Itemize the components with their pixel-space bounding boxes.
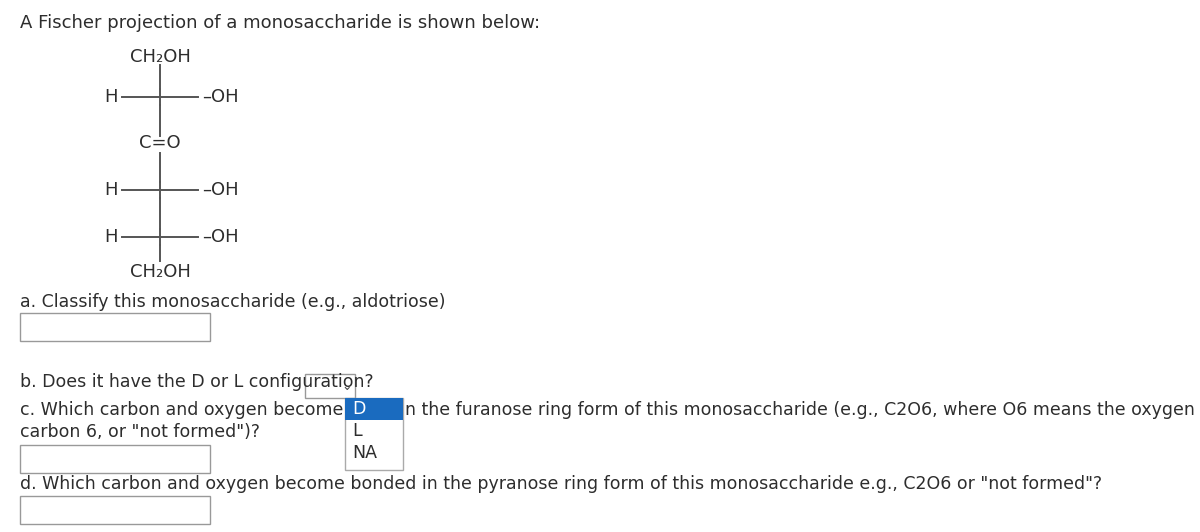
Text: H: H	[104, 88, 118, 106]
Text: CH₂OH: CH₂OH	[130, 263, 191, 281]
Text: n the furanose ring form of this monosaccharide (e.g., C2O6, where O6 means the : n the furanose ring form of this monosac…	[406, 401, 1200, 419]
Text: d. Which carbon and oxygen become bonded in the pyranose ring form of this monos: d. Which carbon and oxygen become bonded…	[20, 475, 1102, 493]
Bar	[346, 398, 403, 420]
Text: C=O: C=O	[139, 134, 181, 152]
Bar	[305, 374, 355, 398]
Text: c. Which carbon and oxygen become bon: c. Which carbon and oxygen become bon	[20, 401, 382, 419]
Text: D: D	[352, 400, 365, 418]
Text: –OH: –OH	[202, 88, 239, 106]
Text: b. Does it have the D or L configuration?: b. Does it have the D or L configuration…	[20, 373, 373, 391]
Text: –OH: –OH	[202, 181, 239, 199]
Text: carbon 6, or "not formed")?: carbon 6, or "not formed")?	[20, 423, 260, 441]
Bar	[20, 496, 210, 524]
Text: H: H	[104, 181, 118, 199]
Text: L: L	[352, 422, 361, 440]
Bar	[20, 445, 210, 473]
Text: CH₂OH: CH₂OH	[130, 48, 191, 66]
Bar	[346, 398, 403, 470]
Text: ⌄: ⌄	[342, 379, 353, 393]
Bar	[20, 313, 210, 341]
Text: –OH: –OH	[202, 228, 239, 246]
Text: NA: NA	[352, 444, 377, 462]
Text: A Fischer projection of a monosaccharide is shown below:: A Fischer projection of a monosaccharide…	[20, 14, 540, 32]
Text: a. Classify this monosaccharide (e.g., aldotriose): a. Classify this monosaccharide (e.g., a…	[20, 293, 445, 311]
Text: H: H	[104, 228, 118, 246]
